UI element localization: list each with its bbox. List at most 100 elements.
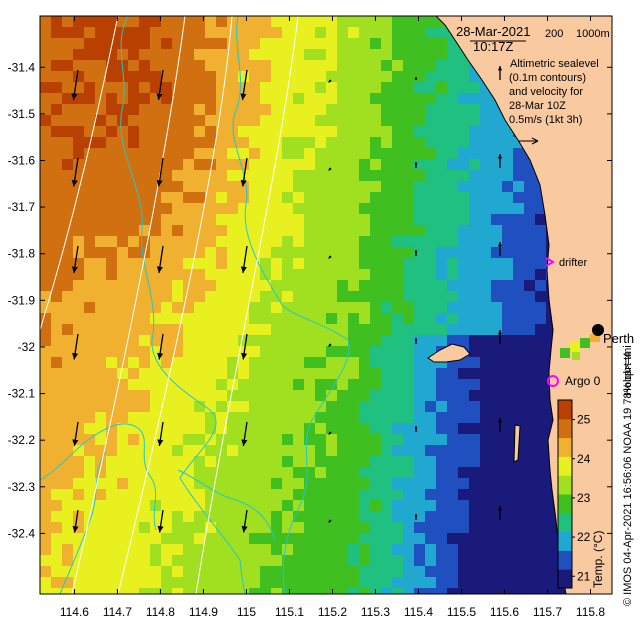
sst-cell xyxy=(447,38,458,49)
sst-cell xyxy=(326,49,337,60)
sst-cell xyxy=(403,104,414,115)
sst-cell xyxy=(95,181,106,192)
sst-cell xyxy=(227,16,238,27)
sst-cell xyxy=(513,555,524,566)
sst-cell xyxy=(73,104,84,115)
sst-cell xyxy=(447,511,458,522)
sst-cell xyxy=(403,401,414,412)
sst-cell xyxy=(436,203,447,214)
sst-cell xyxy=(436,544,447,555)
sst-cell xyxy=(84,247,95,258)
sst-cell xyxy=(425,445,436,456)
sst-cell xyxy=(73,533,84,544)
sst-cell xyxy=(293,16,304,27)
sst-cell xyxy=(194,16,205,27)
sst-cell xyxy=(51,236,62,247)
sst-cell xyxy=(414,27,425,38)
sst-cell xyxy=(227,247,238,258)
sst-cell xyxy=(271,478,282,489)
sst-cell xyxy=(51,511,62,522)
sst-cell xyxy=(51,489,62,500)
sst-cell xyxy=(447,434,458,445)
sst-cell xyxy=(73,313,84,324)
perth-label: Perth xyxy=(603,331,634,346)
sst-cell xyxy=(359,82,370,93)
sst-cell xyxy=(183,346,194,357)
sst-cell xyxy=(106,170,117,181)
sst-cell xyxy=(216,280,227,291)
sst-cell xyxy=(458,588,469,594)
sst-cell xyxy=(150,170,161,181)
sst-cell xyxy=(260,412,271,423)
sst-cell xyxy=(480,566,491,577)
sst-cell xyxy=(95,511,106,522)
sst-cell xyxy=(183,544,194,555)
sst-cell xyxy=(304,16,315,27)
sst-cell xyxy=(326,148,337,159)
sst-cell xyxy=(436,577,447,588)
sst-cell xyxy=(447,489,458,500)
sst-cell xyxy=(117,170,128,181)
sst-cell xyxy=(238,434,249,445)
sst-cell xyxy=(480,445,491,456)
sst-cell xyxy=(304,423,315,434)
sst-cell xyxy=(238,181,249,192)
sst-cell xyxy=(502,181,513,192)
sst-cell xyxy=(326,511,337,522)
sst-cell xyxy=(304,379,315,390)
sst-cell xyxy=(293,93,304,104)
sst-cell xyxy=(326,577,337,588)
sst-cell xyxy=(524,379,535,390)
sst-cell xyxy=(139,577,150,588)
sst-cell xyxy=(282,49,293,60)
sst-cell xyxy=(216,324,227,335)
sst-cell xyxy=(227,346,238,357)
sst-cell xyxy=(315,269,326,280)
sst-cell xyxy=(249,247,260,258)
sst-cell xyxy=(249,467,260,478)
sst-cell xyxy=(425,500,436,511)
sst-cell xyxy=(40,302,51,313)
sst-cell xyxy=(117,423,128,434)
sst-cell xyxy=(436,401,447,412)
sst-cell xyxy=(414,181,425,192)
sst-cell xyxy=(370,566,381,577)
velocity-arrowhead xyxy=(328,167,332,171)
sst-cell xyxy=(128,313,139,324)
sst-cell xyxy=(260,115,271,126)
sst-cell xyxy=(238,555,249,566)
x-tick-label: 114.7 xyxy=(103,605,132,619)
sst-cell xyxy=(337,577,348,588)
sst-cell xyxy=(304,511,315,522)
sst-cell xyxy=(238,357,249,368)
sst-cell xyxy=(282,115,293,126)
sst-cell xyxy=(150,533,161,544)
sst-cell xyxy=(491,478,502,489)
y-tick-label: -32.2 xyxy=(8,433,36,447)
sst-cell xyxy=(304,115,315,126)
sst-cell xyxy=(40,16,51,27)
sst-cell xyxy=(359,544,370,555)
sst-cell xyxy=(315,467,326,478)
sst-cell xyxy=(73,456,84,467)
sst-cell xyxy=(172,192,183,203)
sst-cell xyxy=(337,159,348,170)
sst-cell xyxy=(117,401,128,412)
sst-cell xyxy=(425,16,436,27)
sst-cell xyxy=(95,137,106,148)
sst-cell xyxy=(216,60,227,71)
sst-cell xyxy=(535,434,546,445)
sst-cell xyxy=(447,126,458,137)
sst-cell xyxy=(260,379,271,390)
sst-cell xyxy=(216,269,227,280)
sst-cell xyxy=(62,445,73,456)
sst-cell xyxy=(106,71,117,82)
sst-cell xyxy=(139,170,150,181)
sst-cell xyxy=(425,324,436,335)
sst-cell xyxy=(304,27,315,38)
sst-cell xyxy=(117,467,128,478)
sst-cell xyxy=(348,313,359,324)
sst-cell xyxy=(216,214,227,225)
sst-cell xyxy=(403,258,414,269)
sst-cell xyxy=(469,137,480,148)
